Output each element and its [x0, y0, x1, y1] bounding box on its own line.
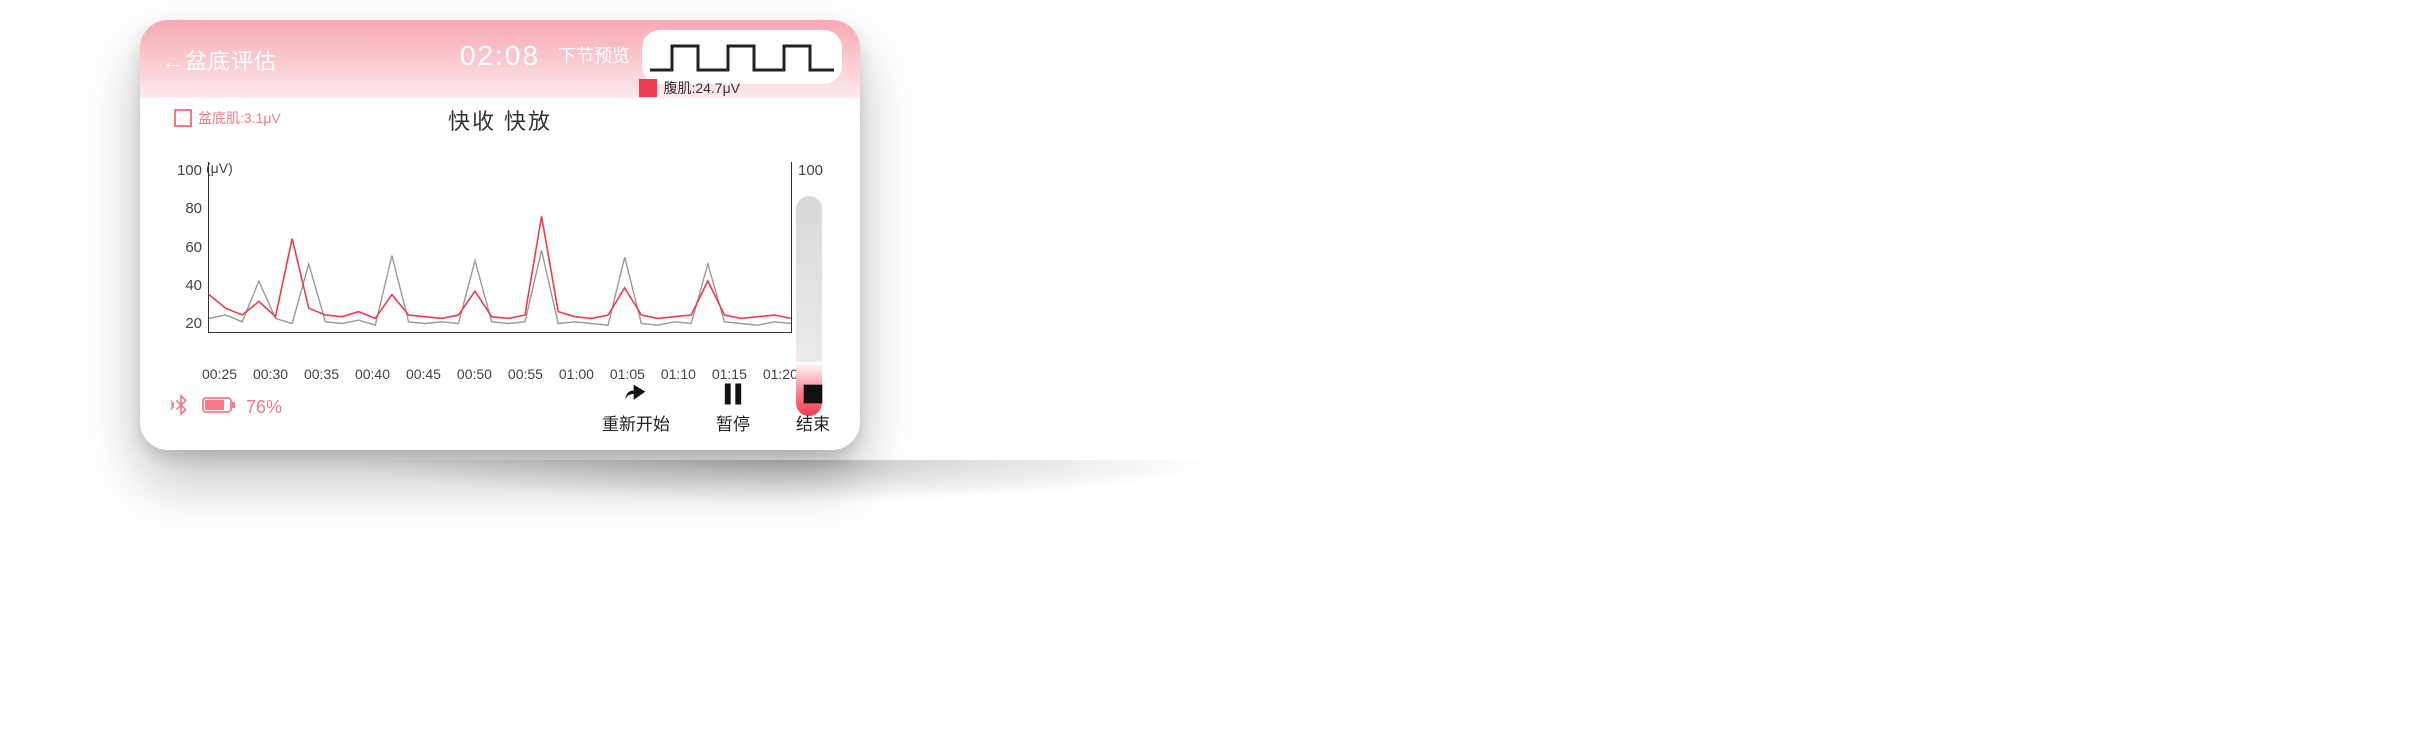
y-axis-left: 10080604020 — [166, 162, 208, 332]
footer: 76% 重新开始 暂停 结束 — [140, 376, 860, 438]
pause-button[interactable]: 暂停 — [1371, 400, 1405, 455]
legend-abs: 腹肌:29.6μV — [1304, 180, 1405, 200]
elapsed-timer: 11:10 — [1156, 78, 1234, 110]
assessment-card: ←盆底评估 02:08 下节预览 快收 快放 盆底肌:3.1μV 腹肌:24.7… — [140, 20, 860, 450]
exercise-title: 放开并放松 — [901, 172, 1489, 204]
emg-chart: 10080604020 — [901, 218, 1489, 418]
legend-abs: 腹肌:24.7μV — [639, 78, 740, 98]
back-button[interactable]: ←盆底评估 — [162, 44, 277, 76]
header: 11:10 Kegel训练(15min) — [875, 60, 1515, 138]
intensity-gauge — [1459, 302, 1485, 470]
stop-label: 结束 — [796, 410, 830, 435]
legend-pelvic: 盆底肌:3.1μV — [174, 108, 281, 128]
stop-button[interactable]: 结束 — [1451, 400, 1485, 455]
training-mode: Kegel训练(15min) — [1118, 122, 1271, 146]
back-label: 盆底评估 — [185, 49, 277, 74]
x-axis: 3:3403:3703:4003:4303:4603:4903:54 — [907, 422, 1453, 438]
stop-button[interactable]: 结束 — [796, 380, 830, 435]
header: ←盆底评估 02:08 下节预览 — [140, 20, 860, 98]
card-body: 快收 快放 盆底肌:3.1μV 腹肌:24.7μV (μV) 100806040… — [140, 104, 860, 382]
battery-pct: 76% — [246, 397, 282, 418]
restart-label: 重新开始 — [602, 410, 670, 435]
footer: 暂停 结束 — [790, 396, 1515, 458]
pause-label: 暂停 — [1371, 430, 1405, 455]
drop-shadow — [170, 460, 1400, 520]
card-body: 放开并放松 腹肌:29.6μV 10080604020 3:3403:3703:… — [875, 172, 1515, 438]
stop-label: 结束 — [1451, 430, 1485, 455]
emg-chart: (μV) 10080604020 10080604020 — [166, 162, 834, 362]
preview-label: 下节预览 — [558, 42, 630, 68]
pause-button[interactable]: 暂停 — [716, 380, 750, 435]
bluetooth-icon — [170, 394, 192, 421]
elapsed-timer: 02:08 — [460, 40, 540, 72]
battery-icon — [202, 396, 236, 419]
plot-area — [208, 162, 792, 333]
pause-label: 暂停 — [716, 410, 750, 435]
restart-button[interactable]: 重新开始 — [602, 380, 670, 435]
back-arrow-icon: ← — [162, 49, 185, 74]
plot-area — [907, 218, 1447, 389]
y-axis-right: 10080604020 — [1447, 218, 1489, 388]
device-status: 76% — [170, 394, 282, 421]
next-section-preview — [642, 30, 842, 84]
training-card: 11:10 Kegel训练(15min) 放开并放松 腹肌:29.6μV 100… — [790, 60, 1515, 470]
